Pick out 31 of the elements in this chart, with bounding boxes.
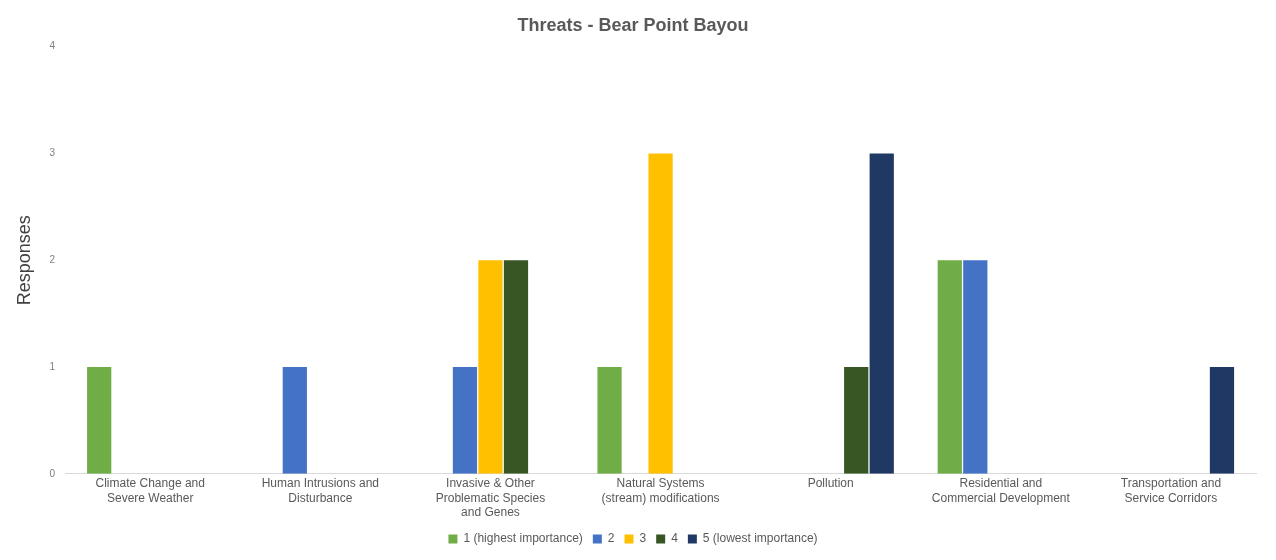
y-tick-label: 1 bbox=[49, 360, 56, 372]
x-tick-label: Pollution bbox=[807, 476, 854, 491]
y-tick-label: 4 bbox=[49, 40, 56, 52]
x-tick-label: Transportation and Service Corridors bbox=[1120, 476, 1222, 505]
legend-label: 3 bbox=[639, 531, 647, 546]
x-tick-label: Invasive & Other Problematic Species and Genes bbox=[435, 476, 546, 520]
y-tick-label: 3 bbox=[49, 147, 56, 159]
x-tick-label: Residential and Commercial Development bbox=[931, 476, 1071, 505]
bar bbox=[963, 260, 988, 474]
bar bbox=[452, 367, 478, 474]
legend-label: 2 bbox=[607, 531, 615, 546]
legend-label: 4 bbox=[671, 531, 679, 546]
bar bbox=[597, 367, 622, 474]
bar bbox=[844, 367, 869, 474]
x-tick-label: Human Intrusions and Disturbance bbox=[261, 476, 380, 505]
y-axis-title: Responses bbox=[13, 215, 34, 306]
x-tick-label: Climate Change and Severe Weather bbox=[95, 476, 205, 505]
bar bbox=[503, 260, 529, 474]
y-tick-label: 0 bbox=[49, 467, 56, 479]
bar bbox=[87, 367, 112, 474]
chart-title: Threats - Bear Point Bayou bbox=[517, 14, 749, 35]
x-tick-label: Natural Systems (stream) modifications bbox=[601, 476, 720, 505]
bar bbox=[478, 260, 503, 474]
bar bbox=[1209, 367, 1235, 474]
bar bbox=[648, 153, 673, 474]
y-tick-label: 2 bbox=[49, 253, 56, 265]
bar bbox=[937, 260, 962, 474]
legend-label: 1 (highest importance) bbox=[463, 531, 583, 546]
bar bbox=[869, 153, 894, 474]
legend-label: 5 (lowest importance) bbox=[702, 531, 818, 546]
bar bbox=[282, 367, 307, 474]
